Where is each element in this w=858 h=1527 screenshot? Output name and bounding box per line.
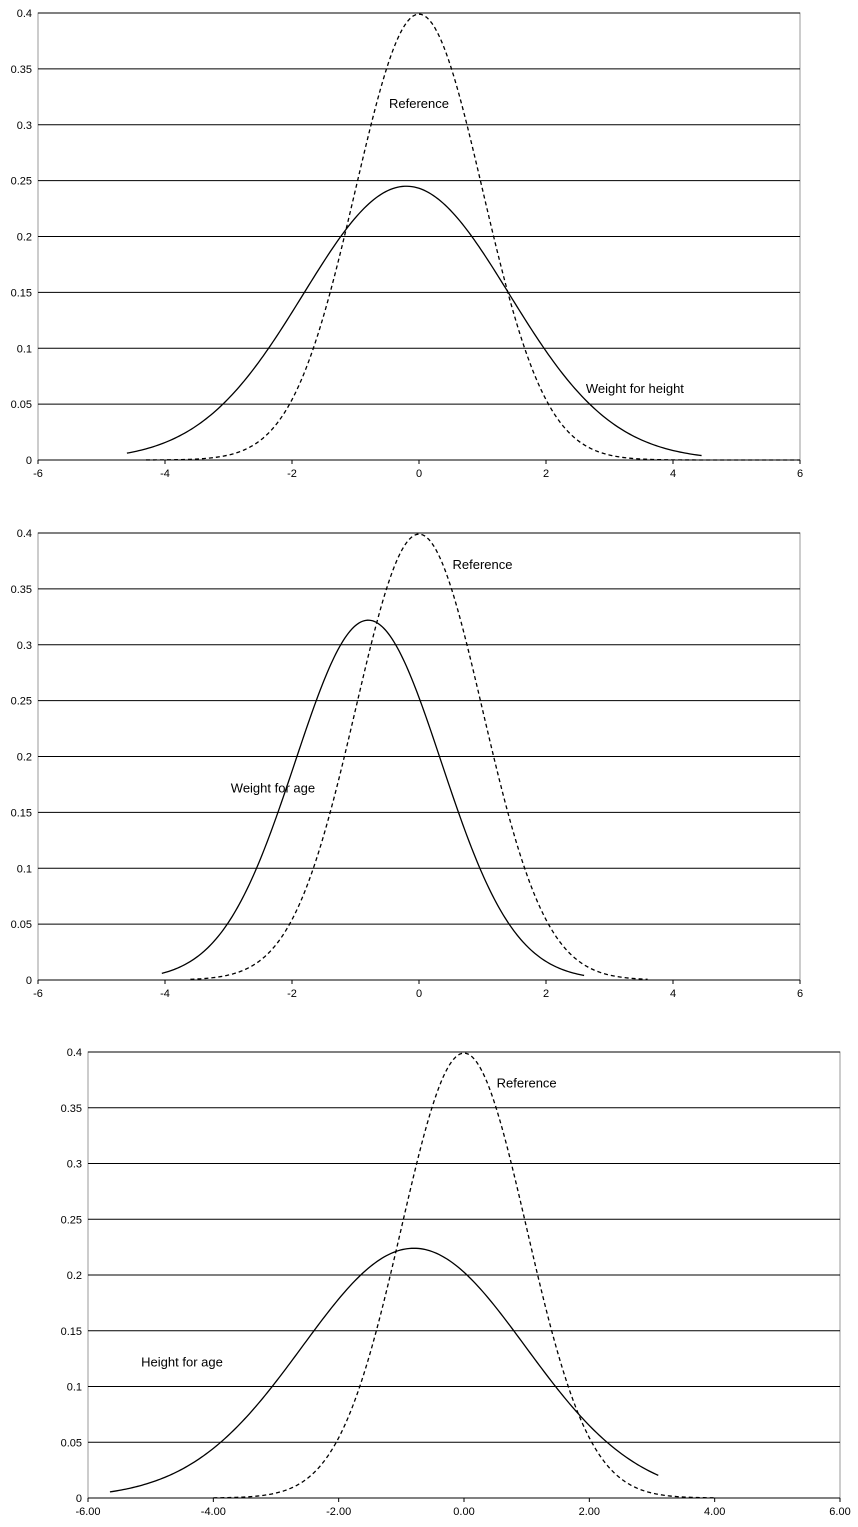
y-tick-label: 0.05 [61, 1437, 82, 1449]
x-tick-label: -4.00 [201, 1506, 226, 1518]
x-tick-label: 6.00 [829, 1506, 850, 1518]
y-tick-label: 0.25 [61, 1214, 82, 1226]
x-tick-label: 6 [797, 988, 803, 1000]
x-tick-label: -6.00 [75, 1506, 100, 1518]
annotation-reference: Reference [389, 96, 449, 111]
annotation-reference: Reference [497, 1076, 557, 1091]
y-tick-label: 0.3 [17, 120, 32, 132]
x-tick-label: -6 [33, 468, 43, 480]
x-tick-label: 2 [543, 468, 549, 480]
y-tick-label: 0.25 [11, 696, 32, 708]
x-tick-label: 2 [543, 988, 549, 1000]
y-tick-label: 0.35 [11, 64, 32, 76]
annotation-weight-for-height: Weight for height [586, 381, 684, 396]
y-tick-label: 0.2 [67, 1270, 82, 1282]
series-line-height-for-age [109, 1247, 659, 1493]
x-tick-label: -2 [287, 468, 297, 480]
x-tick-label: 4.00 [704, 1506, 725, 1518]
y-tick-label: 0.1 [67, 1382, 82, 1394]
chart-svg: 0 0.05 0.1 0.15 0.2 0.25 0.3 0.35 0.4 -6.00 -4.00 -… [61, 1047, 851, 1518]
y-tick-label: 0.4 [67, 1047, 82, 1059]
y-tick-label: 0.15 [11, 287, 32, 299]
y-tick-label: 0.1 [17, 343, 32, 355]
y-tick-label: 0.35 [11, 584, 32, 596]
y-tick-label: 0 [26, 975, 32, 987]
chart-height-for-age: 0 0.05 0.1 0.15 0.2 0.25 0.3 0.35 0.4 -6.00 -4.00 -… [0, 1040, 858, 1527]
x-tick-label: -4 [160, 988, 170, 1000]
y-tick-label: 0 [26, 455, 32, 467]
x-tick-label: 6 [797, 468, 803, 480]
chart-weight-for-age: 0 0.05 0.1 0.15 0.2 0.25 0.3 0.35 0.4 -6 -4 -2 0 2 4 6 R… [0, 520, 858, 1020]
y-tick-label: 0.05 [11, 919, 32, 931]
chart-svg: 0 0.05 0.1 0.15 0.2 0.25 0.3 0.35 0.4 -6 -4 -2 0 2 4 6 R… [11, 8, 803, 480]
y-tick-label: 0.2 [17, 232, 32, 244]
series-line-weight-for-height [126, 185, 702, 457]
y-tick-label: 0.3 [67, 1159, 82, 1171]
y-tick-label: 0.3 [17, 640, 32, 652]
chart-weight-for-height: 0 0.05 0.1 0.15 0.2 0.25 0.3 0.35 0.4 -6 -4 -2 0 2 4 6 R… [0, 0, 858, 500]
series-line-weight-for-age [161, 619, 585, 977]
x-tick-label: -2.00 [326, 1506, 351, 1518]
x-tick-label: 0.00 [453, 1506, 474, 1518]
x-tick-label: 0 [416, 468, 422, 480]
x-tick-label: 0 [416, 988, 422, 1000]
series-line-reference [145, 13, 800, 461]
annotation-reference: Reference [453, 557, 513, 572]
y-tick-label: 0.1 [17, 863, 32, 875]
annotation-height-for-age: Height for age [141, 1354, 223, 1369]
series-line-reference [213, 1052, 715, 1499]
y-tick-label: 0.4 [17, 528, 32, 540]
chart-svg: 0 0.05 0.1 0.15 0.2 0.25 0.3 0.35 0.4 -6 -4 -2 0 2 4 6 R… [11, 528, 803, 1000]
y-tick-label: 0.15 [61, 1326, 82, 1338]
y-tick-label: 0.4 [17, 8, 32, 20]
annotation-weight-for-age: Weight for age [231, 780, 315, 795]
y-tick-label: 0.25 [11, 176, 32, 188]
x-tick-label: -6 [33, 988, 43, 1000]
y-tick-label: 0 [76, 1493, 82, 1505]
y-tick-label: 0.05 [11, 399, 32, 411]
x-tick-label: -4 [160, 468, 170, 480]
x-tick-label: 4 [670, 988, 676, 1000]
y-tick-label: 0.15 [11, 807, 32, 819]
x-tick-label: -2 [287, 988, 297, 1000]
x-tick-label: 2.00 [579, 1506, 600, 1518]
x-tick-label: 4 [670, 468, 676, 480]
y-tick-label: 0.35 [61, 1103, 82, 1115]
y-tick-label: 0.2 [17, 752, 32, 764]
